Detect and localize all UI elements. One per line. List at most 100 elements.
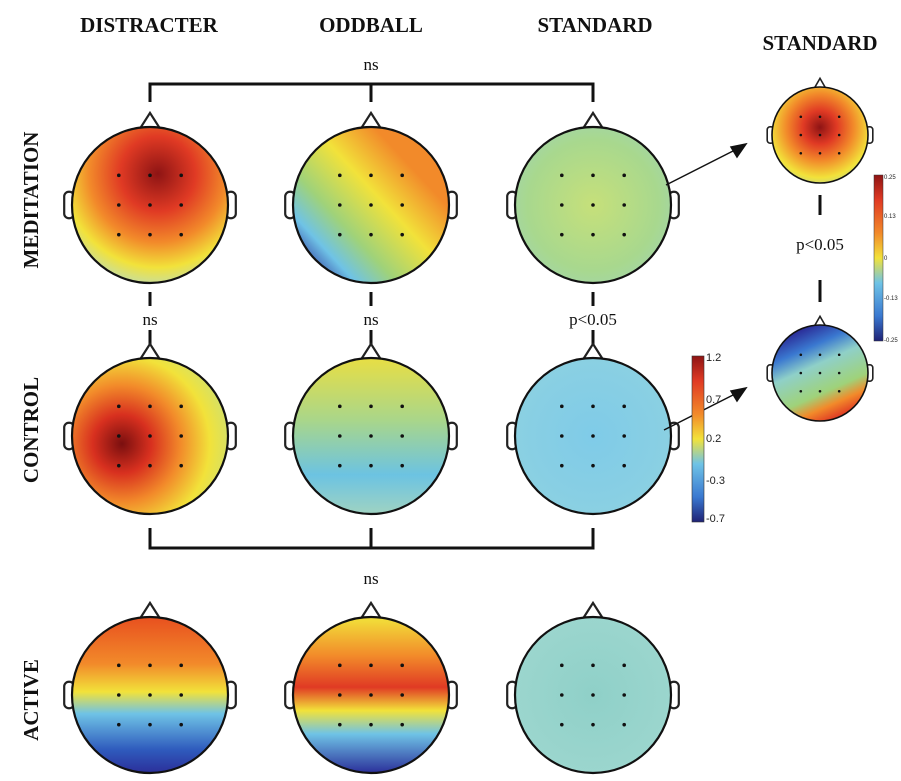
electrode: [837, 353, 841, 357]
main-colorbar-tick-4: -0.3: [706, 475, 725, 487]
electrode: [591, 663, 595, 668]
electrode: [799, 371, 803, 375]
electrode: [369, 404, 373, 409]
electrode: [338, 232, 342, 237]
electrode: [148, 404, 152, 409]
electrode: [622, 173, 626, 178]
electrode: [338, 404, 342, 409]
electrode: [338, 722, 342, 727]
electrode: [837, 115, 841, 119]
electrode: [179, 404, 183, 409]
electrode: [799, 389, 803, 393]
electrode: [560, 173, 564, 178]
electrode: [818, 389, 822, 393]
electrode: [591, 463, 595, 468]
main-colorbar-tick-2: 0.7: [706, 394, 721, 406]
nose: [359, 341, 383, 362]
electrode: [117, 203, 121, 207]
row-header-active: ACTIVE: [19, 659, 43, 741]
nose: [138, 600, 162, 621]
top-bracket: [148, 82, 595, 102]
electrode: [818, 133, 822, 137]
inset-colorbar-scale: [873, 174, 884, 342]
electrode: [117, 434, 121, 438]
electrode: [400, 203, 405, 207]
electrode: [400, 463, 405, 468]
electrode: [338, 434, 342, 438]
electrode: [338, 463, 342, 468]
top-bracket-stat: ns: [363, 55, 378, 74]
electrode: [400, 404, 405, 409]
electrode: [338, 663, 342, 668]
column-header-distracter: DISTRACTER: [80, 13, 219, 37]
electrode: [148, 232, 152, 237]
electrode: [338, 203, 342, 207]
electrode: [148, 463, 152, 468]
electrode: [369, 463, 373, 468]
electrode: [622, 232, 626, 237]
electrode: [837, 371, 841, 375]
head-map-active-standard: [506, 600, 680, 775]
electrode: [117, 693, 121, 697]
nose: [581, 341, 605, 362]
electrode: [148, 173, 152, 178]
distracter-comparison-stat: ns: [142, 310, 157, 329]
main-colorbar-tick-5: -0.7: [706, 513, 725, 525]
main-colorbar-tick-1: 1.2: [706, 352, 721, 364]
electrode: [400, 663, 405, 668]
electrode: [179, 722, 183, 727]
electrode: [117, 722, 121, 727]
electrode: [799, 151, 803, 155]
main-colorbar-scale: [691, 355, 705, 523]
electrode: [837, 133, 841, 137]
electrode: [179, 663, 183, 668]
electrode: [560, 404, 564, 409]
main-colorbar: 1.2 0.7 0.2 -0.3 -0.7: [691, 352, 725, 525]
electrode: [560, 463, 564, 468]
electrode: [591, 722, 595, 727]
electrode: [400, 434, 405, 438]
column-header-standard: STANDARD: [537, 13, 652, 37]
electrode: [338, 693, 342, 697]
electrode: [799, 133, 803, 137]
inset-head-map-control-standard: [766, 314, 874, 422]
electrode: [369, 693, 373, 697]
electrode: [179, 434, 183, 438]
electrode: [179, 232, 183, 237]
electrode: [622, 722, 626, 727]
electrode: [117, 232, 121, 237]
standard-comparison-stat: p<0.05: [569, 310, 617, 329]
head-map-active-distracter: [63, 600, 237, 775]
row-header-control: CONTROL: [19, 377, 43, 483]
electrode: [818, 353, 822, 357]
inset-comparison-stat: p<0.05: [796, 235, 844, 254]
electrode: [591, 404, 595, 409]
electrode: [148, 203, 152, 207]
electrode: [369, 203, 373, 207]
electrode: [591, 232, 595, 237]
nose: [138, 341, 162, 362]
electrode: [560, 693, 564, 697]
electrode: [591, 203, 595, 207]
electrode: [818, 371, 822, 375]
vertical-comparison-marks: [148, 195, 822, 346]
electrode: [837, 389, 841, 393]
electrode: [560, 232, 564, 237]
electrode: [799, 115, 803, 119]
inset-arrows: [663, 142, 748, 431]
main-colorbar-tick-3: 0.2: [706, 433, 721, 445]
electrode: [400, 173, 405, 178]
head-map-control-distracter: [63, 341, 237, 516]
head-map-meditation-oddball: [284, 110, 458, 285]
electrode: [560, 434, 564, 438]
nose: [581, 110, 605, 131]
electrode: [837, 151, 841, 155]
electrode: [622, 663, 626, 668]
electrode: [369, 232, 373, 237]
bottom-bracket: [148, 528, 595, 550]
row-header-meditation: MEDITATION: [19, 132, 43, 269]
electrode: [148, 663, 152, 668]
head-map-control-oddball: [284, 341, 458, 516]
inset-colorbar-tick-3: 0: [884, 256, 888, 262]
